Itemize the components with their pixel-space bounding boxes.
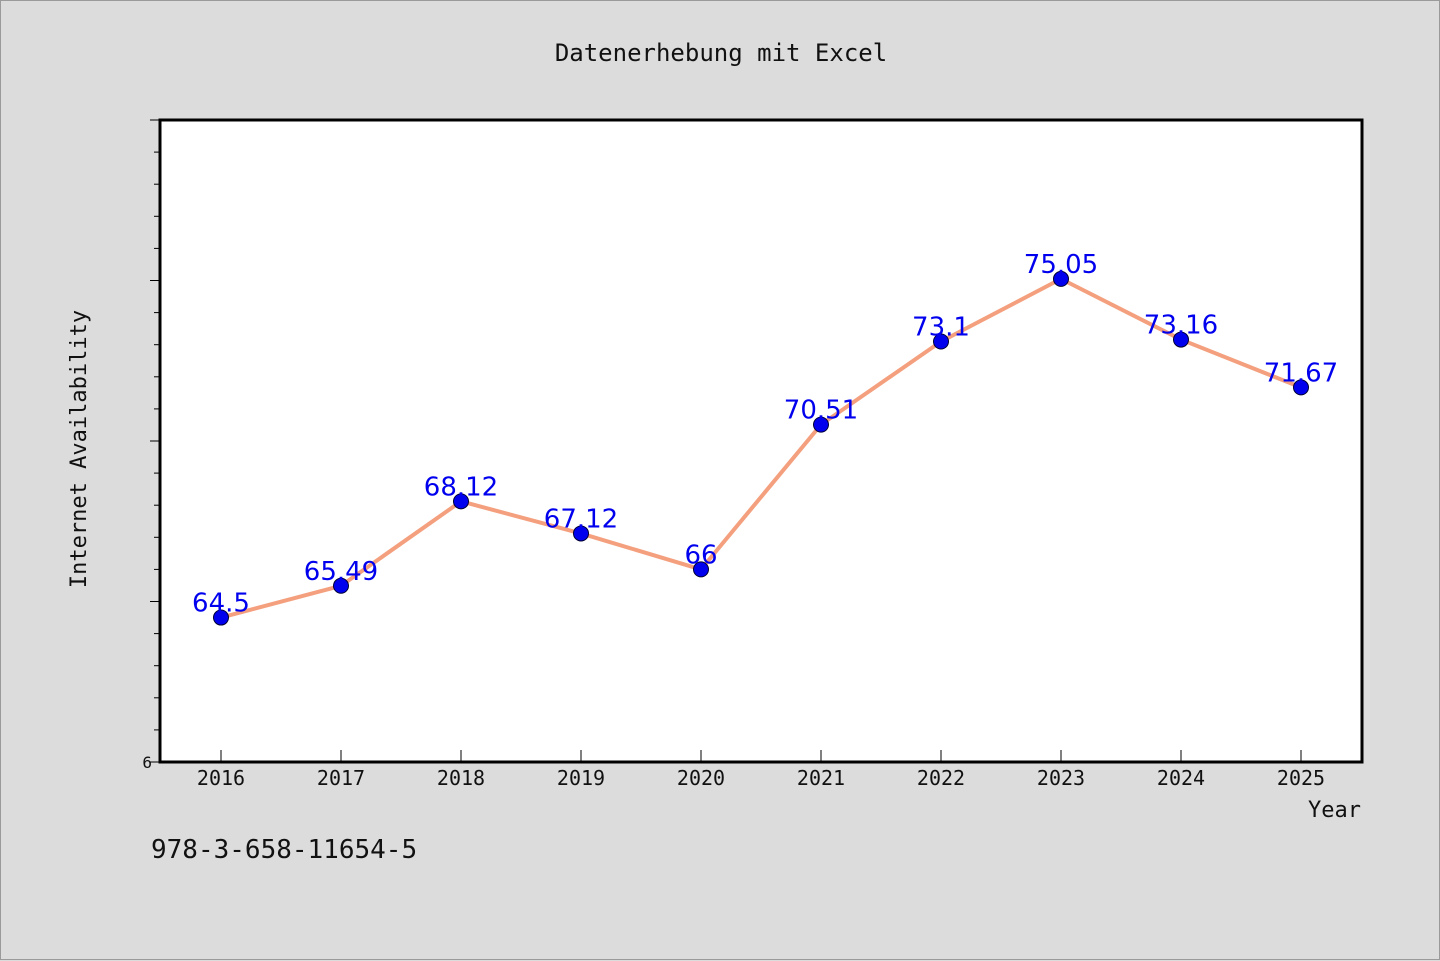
- x-tick-label: 2024: [1157, 766, 1205, 790]
- data-point: [333, 577, 349, 594]
- data-label: 70.51: [784, 396, 858, 426]
- data-labels: 64.5 65.49 68.12 67.12 66 70.51 73.1 75.05 73.16…: [192, 250, 1338, 619]
- series-line: [220, 276, 1302, 620]
- data-points: [213, 270, 1309, 626]
- x-axis-ticks: 2016 2017 2018 2019 2020 2021 2022 2023 2024 2025: [197, 750, 1325, 790]
- data-label: 71.67: [1264, 358, 1338, 388]
- data-label: 66: [684, 540, 717, 570]
- data-label: 65.49: [304, 557, 378, 587]
- chart-title: Datenerhebung mit Excel: [555, 39, 887, 67]
- data-point: [1293, 379, 1309, 396]
- data-point: [933, 333, 949, 350]
- data-point: [213, 609, 229, 626]
- x-axis-label: Year: [1308, 798, 1361, 823]
- x-tick-label: 2021: [797, 766, 845, 790]
- data-point: [573, 525, 589, 542]
- data-label: 73.1: [912, 312, 970, 342]
- plot-area: [158, 118, 1364, 764]
- data-point: [693, 561, 709, 578]
- x-tick-label: 2023: [1037, 766, 1085, 790]
- y-tick-label: 6: [142, 753, 152, 772]
- data-point: [453, 493, 469, 510]
- data-label: 68.12: [424, 472, 498, 502]
- x-tick-label: 2025: [1277, 766, 1325, 790]
- x-tick-label: 2019: [557, 766, 605, 790]
- data-point: [813, 416, 829, 433]
- x-tick-label: 2018: [437, 766, 485, 790]
- isbn-text: 978-3-658-11654-5: [151, 835, 418, 865]
- data-label: 73.16: [1144, 311, 1218, 341]
- y-axis-ticks: 6: [142, 119, 160, 772]
- data-label: 75.05: [1024, 250, 1098, 280]
- x-tick-label: 2016: [197, 766, 245, 790]
- data-point: [1173, 331, 1189, 348]
- y-axis-label: Internet Availability: [67, 310, 92, 588]
- data-point: [1053, 270, 1069, 287]
- x-tick-label: 2022: [917, 766, 965, 790]
- series-line-group: [220, 276, 1302, 620]
- x-tick-label: 2020: [677, 766, 725, 790]
- data-label: 64.5: [192, 589, 250, 619]
- x-tick-label: 2017: [317, 766, 365, 790]
- data-label: 67.12: [544, 504, 618, 534]
